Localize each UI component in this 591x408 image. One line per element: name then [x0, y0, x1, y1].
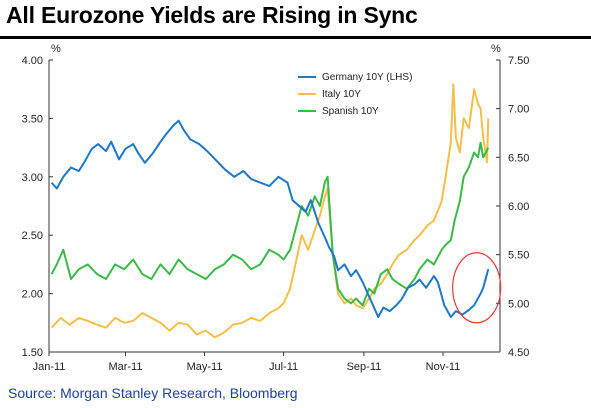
source-note: Source: Morgan Stanley Research, Bloombe…	[8, 385, 298, 401]
y-left-tick-label: 4.00	[22, 55, 43, 67]
chart-title: All Eurozone Yields are Rising in Sync	[6, 2, 418, 28]
series-line-italy	[50, 83, 490, 339]
legend-label: Germany 10Y (LHS)	[322, 72, 412, 83]
x-tick-label: Jul-11	[269, 361, 298, 373]
y-right-tick-label: 4.50	[508, 347, 529, 359]
highlight-circle	[452, 252, 502, 324]
y-right-tick-label: 5.00	[508, 298, 529, 310]
y-left-unit: %	[51, 43, 61, 55]
y-right-tick-label: 5.50	[508, 250, 529, 262]
y-left-tick-label: 2.50	[22, 230, 43, 242]
y-right-tick-label: 7.00	[508, 104, 529, 116]
x-tick-label: May-11	[187, 361, 223, 373]
y-left-tick-label: 3.00	[22, 172, 43, 184]
y-right-tick-label: 7.50	[508, 55, 529, 67]
legend-label: Spanish 10Y	[322, 106, 379, 117]
x-tick-label: Nov-11	[426, 361, 461, 373]
y-left-tick-label: 2.00	[22, 289, 43, 301]
x-tick-label: Jan-11	[33, 361, 66, 373]
legend-label: Italy 10Y	[322, 89, 361, 100]
y-left-tick-label: 1.50	[22, 347, 43, 359]
y-right-tick-label: 6.50	[508, 152, 529, 164]
x-tick-label: Mar-11	[108, 361, 142, 373]
title-underline	[0, 36, 591, 39]
y-right-unit: %	[491, 43, 501, 55]
x-tick-label: Sep-11	[347, 361, 382, 373]
y-left-tick-label: 3.50	[22, 113, 43, 125]
y-right-tick-label: 6.00	[508, 201, 529, 213]
series-line-germany	[50, 119, 490, 318]
series-line-spanish	[50, 141, 490, 307]
